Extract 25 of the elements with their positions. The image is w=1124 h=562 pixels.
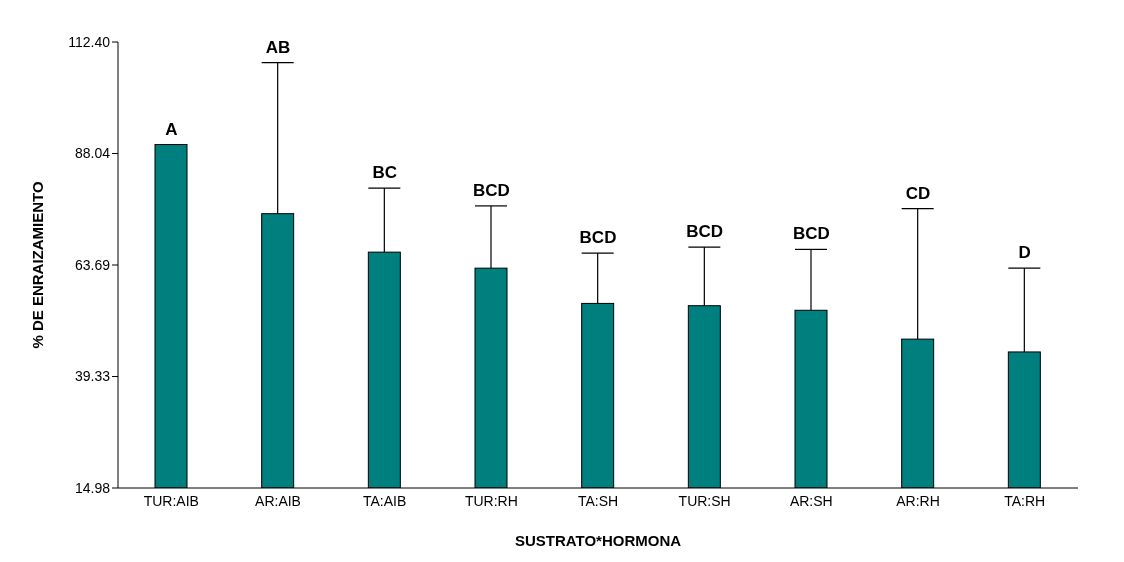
y-tick-label: 112.40 [68,33,111,50]
x-tick-label: TUR:AIB [143,492,199,509]
x-tick-label: AR:AIB [255,492,301,509]
annotation: CD [905,183,931,203]
x-axis-title: SUSTRATO*HORMONA [514,532,682,549]
x-tick-label: AR:SH [789,492,833,509]
x-tick-label: TA:SH [577,492,619,509]
annotation: AB [265,37,291,57]
x-tick-label: AR:RH [896,492,940,509]
annotation: BCD [792,224,830,244]
annotation: A [165,119,178,139]
x-tick-label: TUR:RH [464,492,518,509]
annotation: BCD [472,180,510,200]
y-tick-label: 63.69 [74,256,111,273]
annotation: D [1018,243,1031,263]
annotation: BCD [686,222,724,242]
y-axis-title: % DE ENRAIZAMIENTO [29,181,47,349]
y-tick-label: 88.04 [74,145,111,162]
x-tick-label: TUR:SH [678,492,731,509]
y-tick-label: 39.33 [74,368,111,385]
annotation: BC [372,163,397,183]
x-tick-label: TA:RH [1004,492,1046,509]
x-tick-label: TA:AIB [363,492,407,509]
annotation: BCD [579,228,617,248]
y-tick-label: 14.98 [74,479,111,496]
